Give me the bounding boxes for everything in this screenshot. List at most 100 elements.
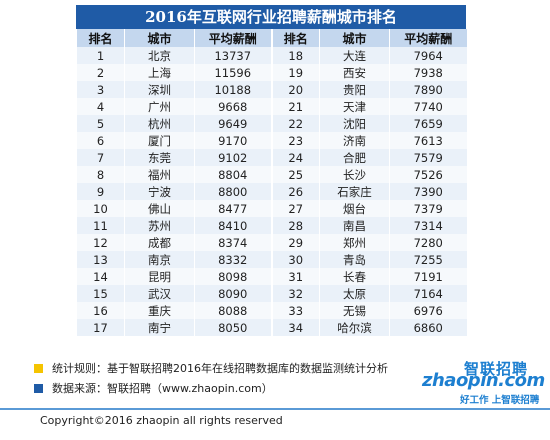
cell-salary: 7890: [389, 81, 467, 98]
cell-salary: 8374: [194, 234, 272, 251]
cell-city: 东莞: [124, 149, 195, 166]
cell-salary: 13737: [194, 47, 272, 64]
cell-city: 北京: [124, 47, 195, 64]
cell-rank: 8: [76, 166, 125, 183]
logo-english: zhaopin.com: [422, 370, 545, 391]
table-row: 3 深圳 10188 20 贵阳 7890: [76, 81, 467, 98]
cell-salary: 7191: [389, 268, 467, 285]
table-row: 6 厦门 9170 23 济南 7613: [76, 132, 467, 149]
cell-salary: 11596: [194, 64, 272, 81]
cell-salary: 9649: [194, 115, 272, 132]
cell-city: 烟台: [319, 200, 390, 217]
cell-salary: 10188: [194, 81, 272, 98]
notes: 统计规则：基于智联招聘2016年在线招聘数据库的数据监测统计分析 数据来源：智联…: [34, 362, 414, 402]
cell-rank: 11: [76, 217, 125, 234]
table-row: 7 东莞 9102 24 合肥 7579: [76, 149, 467, 166]
salary-ranking-table: 排名 城市 平均薪酬 排名 城市 平均薪酬 1 北京 13737 18 大连 7964 2 上…: [76, 29, 467, 336]
cell-city: 哈尔滨: [319, 319, 390, 336]
cell-rank: 13: [76, 251, 125, 268]
cell-city: 苏州: [124, 217, 195, 234]
cell-salary: 9170: [194, 132, 272, 149]
cell-rank: 5: [76, 115, 125, 132]
cell-city: 青岛: [319, 251, 390, 268]
cell-salary: 7740: [389, 98, 467, 115]
cell-rank: 31: [270, 268, 320, 285]
cell-rank: 1: [76, 47, 125, 64]
cell-rank: 12: [76, 234, 125, 251]
cell-rank: 27: [270, 200, 320, 217]
header-rank: 排名: [270, 29, 320, 47]
table-row: 9 宁波 8800 26 石家庄 7390: [76, 183, 467, 200]
cell-salary: 7938: [389, 64, 467, 81]
cell-salary: 7314: [389, 217, 467, 234]
note-rule: 统计规则：基于智联招聘2016年在线招聘数据库的数据监测统计分析: [34, 362, 414, 382]
cell-city: 西安: [319, 64, 390, 81]
cell-rank: 26: [270, 183, 320, 200]
footer-divider: [0, 408, 550, 410]
table-row: 13 南京 8332 30 青岛 7255: [76, 251, 467, 268]
header-rank: 排名: [76, 29, 125, 47]
cell-city: 昆明: [124, 268, 195, 285]
cell-city: 南昌: [319, 217, 390, 234]
cell-salary: 7579: [389, 149, 467, 166]
blue-square-icon: [34, 384, 43, 393]
cell-rank: 15: [76, 285, 125, 302]
table-header-row: 排名 城市 平均薪酬 排名 城市 平均薪酬: [76, 29, 467, 47]
header-city: 城市: [124, 29, 195, 47]
cell-city: 杭州: [124, 115, 195, 132]
cell-salary: 8050: [194, 319, 272, 336]
cell-salary: 8804: [194, 166, 272, 183]
cell-rank: 4: [76, 98, 125, 115]
header-city: 城市: [319, 29, 390, 47]
note-rule-text: 统计规则：基于智联招聘2016年在线招聘数据库的数据监测统计分析: [52, 362, 388, 375]
cell-city: 长沙: [319, 166, 390, 183]
cell-salary: 8410: [194, 217, 272, 234]
table-row: 17 南宁 8050 34 哈尔滨 6860: [76, 319, 467, 336]
cell-city: 武汉: [124, 285, 195, 302]
zhaopin-logo: 智联招聘 zhaopin.com 好工作 上智联招聘: [420, 356, 550, 408]
cell-salary: 8800: [194, 183, 272, 200]
cell-rank: 17: [76, 319, 125, 336]
cell-city: 宁波: [124, 183, 195, 200]
cell-salary: 7379: [389, 200, 467, 217]
table-row: 12 成都 8374 29 郑州 7280: [76, 234, 467, 251]
cell-city: 贵阳: [319, 81, 390, 98]
cell-rank: 29: [270, 234, 320, 251]
cell-city: 石家庄: [319, 183, 390, 200]
table-body: 1 北京 13737 18 大连 7964 2 上海 11596 19 西安 7938 3 深圳 10188…: [76, 47, 467, 336]
table-row: 10 佛山 8477 27 烟台 7379: [76, 200, 467, 217]
cell-city: 天津: [319, 98, 390, 115]
cell-rank: 18: [270, 47, 320, 64]
table-row: 16 重庆 8088 33 无锡 6976: [76, 302, 467, 319]
cell-salary: 8098: [194, 268, 272, 285]
table-row: 5 杭州 9649 22 沈阳 7659: [76, 115, 467, 132]
cell-city: 厦门: [124, 132, 195, 149]
cell-salary: 6976: [389, 302, 467, 319]
cell-salary: 7964: [389, 47, 467, 64]
cell-rank: 16: [76, 302, 125, 319]
cell-salary: 7280: [389, 234, 467, 251]
cell-salary: 9668: [194, 98, 272, 115]
cell-salary: 8332: [194, 251, 272, 268]
cell-rank: 2: [76, 64, 125, 81]
cell-salary: 9102: [194, 149, 272, 166]
cell-rank: 32: [270, 285, 320, 302]
cell-city: 深圳: [124, 81, 195, 98]
table-row: 4 广州 9668 21 天津 7740: [76, 98, 467, 115]
table-row: 15 武汉 8090 32 太原 7164: [76, 285, 467, 302]
cell-city: 济南: [319, 132, 390, 149]
cell-salary: 7659: [389, 115, 467, 132]
cell-rank: 6: [76, 132, 125, 149]
cell-city: 南京: [124, 251, 195, 268]
cell-rank: 19: [270, 64, 320, 81]
cell-rank: 24: [270, 149, 320, 166]
logo-chinese: 智联招聘: [464, 360, 529, 378]
table-row: 2 上海 11596 19 西安 7938: [76, 64, 467, 81]
cell-rank: 9: [76, 183, 125, 200]
cell-city: 大连: [319, 47, 390, 64]
table-title: 2016年互联网行业招聘薪酬城市排名: [76, 5, 466, 29]
cell-city: 上海: [124, 64, 195, 81]
cell-city: 南宁: [124, 319, 195, 336]
cell-rank: 30: [270, 251, 320, 268]
